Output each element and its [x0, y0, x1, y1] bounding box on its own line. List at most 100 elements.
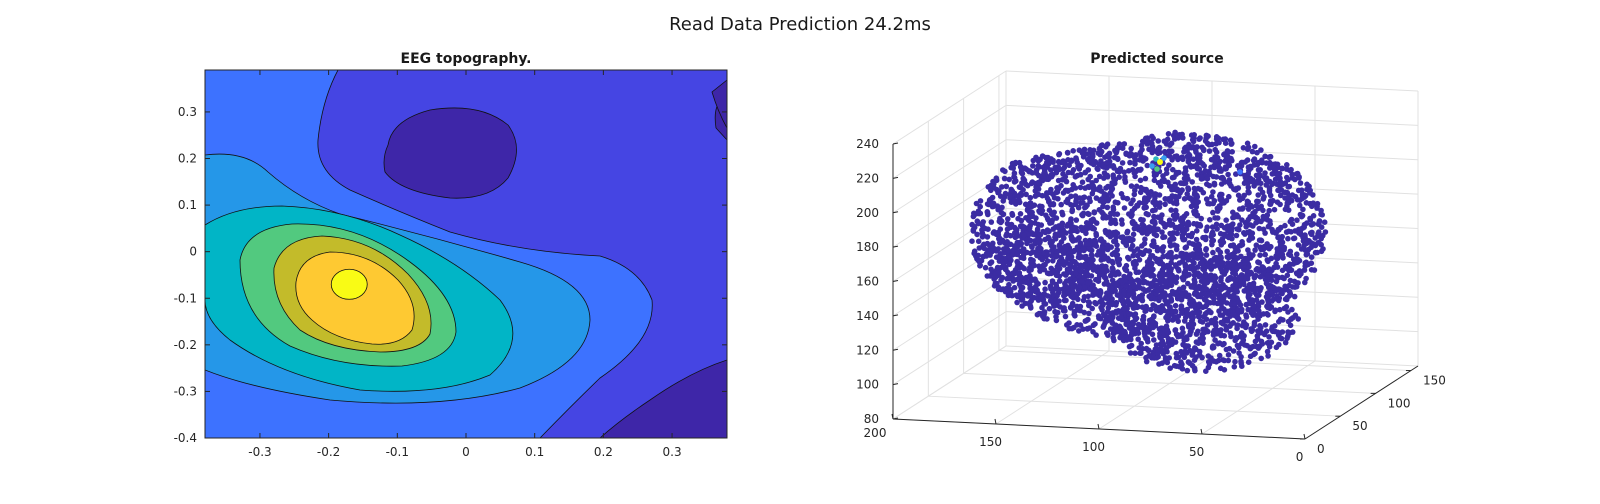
source-point	[988, 219, 995, 225]
source-point	[1155, 138, 1161, 144]
source-point	[1169, 341, 1175, 348]
source-point	[1090, 147, 1097, 154]
source-point	[1253, 292, 1260, 298]
source-point	[1174, 230, 1180, 237]
source-point	[1204, 181, 1210, 187]
source-point	[1121, 169, 1127, 175]
source-point	[977, 262, 983, 269]
source-point	[1266, 187, 1273, 194]
source-point	[1000, 211, 1006, 218]
source-point	[1119, 160, 1126, 166]
source-point	[1219, 320, 1226, 327]
source-point	[1241, 192, 1247, 199]
source-point	[1145, 229, 1151, 235]
source-point	[1236, 316, 1242, 322]
y-tick-label: -0.1	[174, 291, 197, 305]
source-point	[1077, 184, 1084, 191]
source-point	[1202, 311, 1209, 317]
source-point	[1218, 266, 1224, 272]
source-point	[1239, 206, 1245, 212]
source-point	[1296, 268, 1303, 274]
x-tick-label: 200	[864, 426, 887, 440]
source-point	[1048, 219, 1055, 226]
source-point	[1219, 174, 1226, 181]
source-point	[1182, 264, 1189, 270]
source-point	[1195, 255, 1201, 261]
source-point	[1059, 211, 1066, 218]
source-point	[1103, 278, 1110, 285]
source-point	[1255, 198, 1261, 205]
source-point	[1289, 221, 1296, 227]
source-point	[1104, 204, 1111, 211]
source-point	[1072, 313, 1078, 319]
source-point	[975, 252, 981, 259]
source-point	[1044, 316, 1050, 322]
source-point	[1160, 271, 1166, 277]
source-point	[1076, 284, 1083, 291]
source-point	[1056, 166, 1063, 173]
source-point	[1298, 213, 1305, 220]
source-point	[1163, 170, 1170, 176]
source-point	[1134, 252, 1141, 259]
source-point	[1212, 291, 1218, 298]
source-point	[1011, 284, 1018, 291]
source-point	[1020, 252, 1027, 258]
source-point	[1223, 327, 1230, 333]
source-point	[1100, 215, 1106, 221]
z-tick-label: 80	[864, 412, 879, 426]
source-point	[1011, 197, 1017, 204]
floor-grid-line	[995, 350, 1110, 425]
source-point	[1019, 297, 1025, 303]
x-tick-label: -0.3	[248, 445, 271, 459]
source-point	[1044, 159, 1050, 166]
source-point	[1054, 185, 1060, 191]
source-point	[1062, 313, 1069, 320]
source-point	[1152, 207, 1158, 213]
hotspot-point	[1149, 163, 1155, 169]
source-point	[1184, 307, 1190, 314]
source-point	[1019, 303, 1025, 309]
source-point	[1190, 314, 1196, 321]
source-point	[1128, 326, 1135, 333]
source-point	[1231, 364, 1238, 370]
source-point	[1296, 174, 1302, 180]
source-point	[1214, 215, 1221, 221]
side-wall-grid-line	[892, 139, 1007, 214]
source-point	[1276, 318, 1282, 325]
source-point	[1005, 269, 1011, 276]
source-point	[1262, 322, 1269, 328]
source-point	[1127, 350, 1134, 356]
source-point	[1149, 133, 1155, 140]
source-point	[1048, 156, 1054, 162]
back-wall-grid-line	[1005, 139, 1419, 161]
source-point	[1150, 314, 1157, 320]
source-point	[1255, 316, 1261, 323]
source-point	[1249, 286, 1256, 293]
eeg-topography-title: EEG topography.	[401, 51, 532, 67]
source-point	[980, 253, 986, 260]
source-point	[1176, 169, 1182, 176]
source-point	[1014, 251, 1021, 258]
source-point	[1249, 148, 1256, 155]
source-point	[1114, 230, 1121, 237]
source-point	[1068, 228, 1074, 235]
source-point	[1132, 161, 1138, 167]
source-point	[1288, 216, 1295, 223]
source-point	[1133, 183, 1140, 190]
source-point	[1063, 297, 1069, 304]
source-point	[998, 277, 1004, 284]
source-point	[1278, 287, 1284, 293]
source-point	[1081, 194, 1088, 200]
source-point	[1044, 164, 1050, 170]
source-point	[1011, 170, 1018, 176]
source-point	[1078, 224, 1084, 231]
source-point	[1131, 283, 1137, 290]
source-point	[1264, 281, 1271, 288]
source-point	[1058, 239, 1065, 245]
source-point	[1252, 143, 1258, 150]
source-point	[1287, 290, 1294, 297]
source-point	[1254, 215, 1261, 222]
source-point	[1214, 226, 1220, 232]
source-point	[1159, 245, 1165, 252]
source-point	[1282, 206, 1289, 213]
